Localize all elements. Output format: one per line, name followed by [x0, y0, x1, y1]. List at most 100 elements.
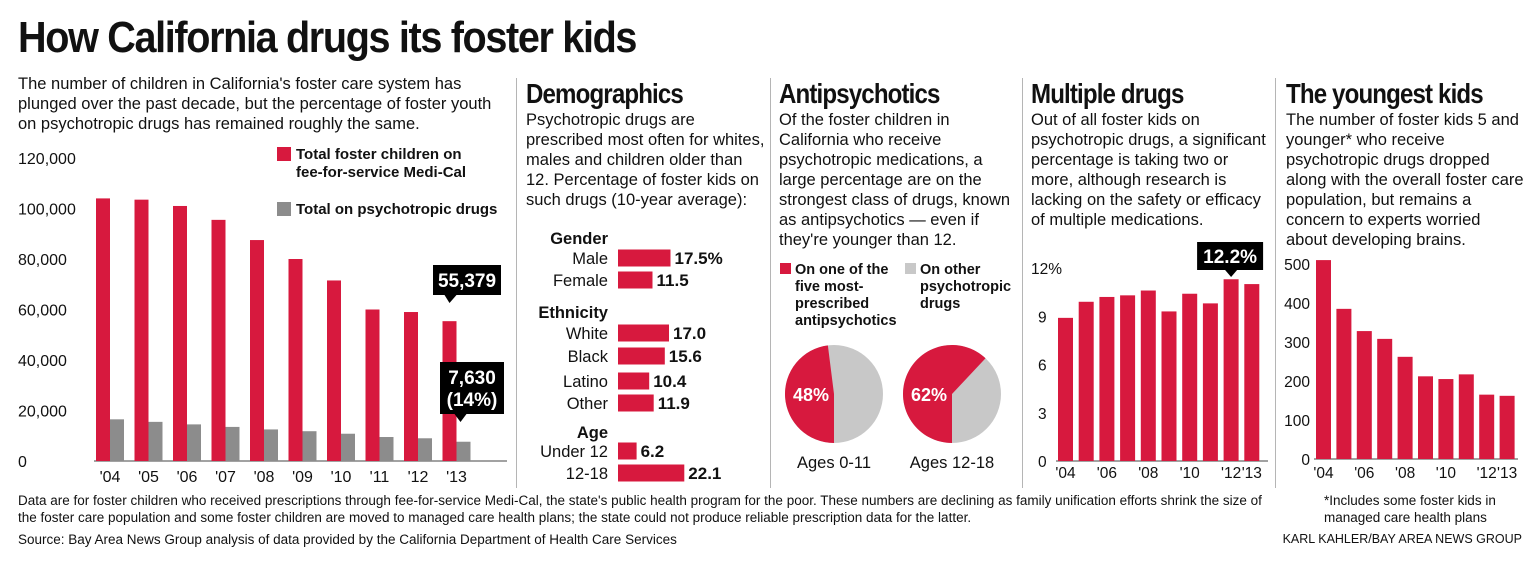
callout-value-foster: 55,379 [438, 271, 496, 292]
bar [1058, 317, 1073, 461]
bar [618, 347, 665, 365]
antipsychotics-text: Of the foster children in California who… [779, 111, 1011, 249]
legend-label-other: drugs [920, 296, 960, 312]
multiple-title: Multiple drugs [1031, 78, 1184, 109]
x-tick-label: '10 [331, 469, 352, 486]
legend-swatch-psychotropic [277, 202, 291, 216]
category-label: Black [568, 348, 609, 366]
divider [1022, 78, 1023, 488]
callout-pointer [1225, 270, 1238, 277]
x-tick-label: '12 [1221, 465, 1241, 482]
bar [618, 271, 653, 289]
x-tick-label: '08 [1395, 465, 1415, 482]
x-tick-label: '06 [177, 469, 198, 486]
callout-box-psychotropic [440, 362, 504, 414]
legend-label-antipsychotics: On one of the [795, 262, 888, 278]
group-label: Age [577, 424, 608, 442]
bar [1458, 374, 1474, 459]
demographics-text: Psychotropic drugs are prescribed most o… [526, 111, 765, 209]
x-tick-label: '04 [1313, 465, 1334, 482]
bar [1078, 301, 1094, 461]
y-tick-label: 200 [1284, 374, 1310, 391]
antipsychotics-title: Antipsychotics [779, 78, 940, 109]
x-tick-label: '13 [446, 469, 467, 486]
bar-psychotropic-total [302, 431, 317, 461]
data-label: 15.6 [669, 347, 702, 366]
bar [1356, 331, 1372, 459]
divider [516, 78, 517, 488]
bar [1397, 356, 1413, 459]
data-label: 10.4 [653, 372, 687, 391]
x-tick-label: '04 [100, 469, 121, 486]
bar [1377, 338, 1393, 459]
bar [618, 464, 685, 482]
demographics-title: Demographics [526, 78, 684, 109]
callout-pointer [444, 295, 457, 303]
footer-source: Source: Bay Area News Group analysis of … [18, 532, 677, 547]
legend-label-antipsychotics: antipsychotics [795, 313, 897, 329]
bar [618, 442, 637, 460]
category-label: Latino [563, 373, 608, 391]
y-tick-label: 60,000 [18, 303, 67, 320]
x-tick-label: '11 [370, 469, 390, 486]
bar [618, 324, 669, 342]
category-label: Other [567, 395, 609, 413]
bar-psychotropic-total [264, 429, 278, 461]
footnote: *Includes some foster kids in managed ca… [1324, 493, 1496, 525]
y-tick-label: 100,000 [18, 202, 76, 219]
legend-label-antipsychotics: five most- [795, 279, 864, 295]
x-tick-label: '13 [1242, 465, 1262, 482]
data-label: 11.9 [658, 394, 690, 413]
data-label: 22.1 [688, 464, 721, 483]
intro-text: The number of children in California's f… [18, 75, 492, 133]
legend-swatch-other [905, 263, 916, 274]
bar-foster-total [173, 205, 187, 461]
multiple-text: Out of all foster kids on psychotropic d… [1031, 111, 1266, 229]
footer-note: Data are for foster children who receive… [18, 493, 1262, 525]
x-tick-label: '12 [1477, 465, 1497, 482]
x-tick-label: '08 [1138, 465, 1158, 482]
legend-label-foster: Total foster children on [296, 146, 462, 163]
bar [1120, 295, 1136, 461]
y-tick-label: 0 [18, 454, 27, 471]
bar-psychotropic-total [148, 421, 163, 461]
bar [1099, 296, 1115, 461]
pie-slice-antipsychotics [902, 345, 986, 443]
bar-foster-total [250, 240, 264, 461]
legend-label-other: On other [920, 262, 981, 278]
bar [1140, 290, 1156, 461]
legend-label-other: psychotropic [920, 279, 1011, 295]
pie-value-label: 62% [911, 385, 947, 405]
bar-foster-total [96, 198, 110, 461]
bar [1223, 279, 1239, 461]
bar [1161, 311, 1177, 461]
pie-category-label: Ages 0-11 [797, 454, 871, 472]
category-label: Female [553, 272, 608, 290]
x-tick-label: '07 [215, 469, 236, 486]
y-tick-label: 80,000 [18, 252, 67, 269]
category-label: Male [572, 250, 608, 268]
category-label: 12-18 [566, 465, 608, 483]
bar-psychotropic-total [341, 433, 355, 461]
bar-psychotropic-total [187, 424, 201, 461]
bar-foster-total [327, 280, 341, 461]
credit: KARL KAHLER/BAY AREA NEWS GROUP [1282, 532, 1522, 546]
bar [618, 372, 650, 390]
callout-value-psychotropic: 7,630 [448, 368, 496, 389]
bar [1202, 303, 1218, 461]
category-label: White [566, 325, 608, 343]
y-tick-label: 6 [1038, 358, 1047, 375]
bar [1244, 284, 1260, 461]
callout-box [1197, 242, 1264, 270]
page-title: How California drugs its foster kids [18, 13, 637, 62]
legend-swatch-antipsychotics [780, 263, 791, 274]
bar [1438, 379, 1454, 459]
bar-psychotropic-total [379, 437, 394, 461]
youngest-text: The number of foster kids 5 and younger*… [1286, 111, 1524, 249]
legend-label-foster-cont: fee-for-service Medi-Cal [296, 164, 466, 181]
data-label: 17.5% [675, 249, 723, 268]
bar [1479, 394, 1495, 459]
y-tick-label: 500 [1284, 257, 1310, 274]
callout-percent-psychotropic: (14%) [447, 390, 498, 411]
bar-foster-total [211, 219, 226, 461]
